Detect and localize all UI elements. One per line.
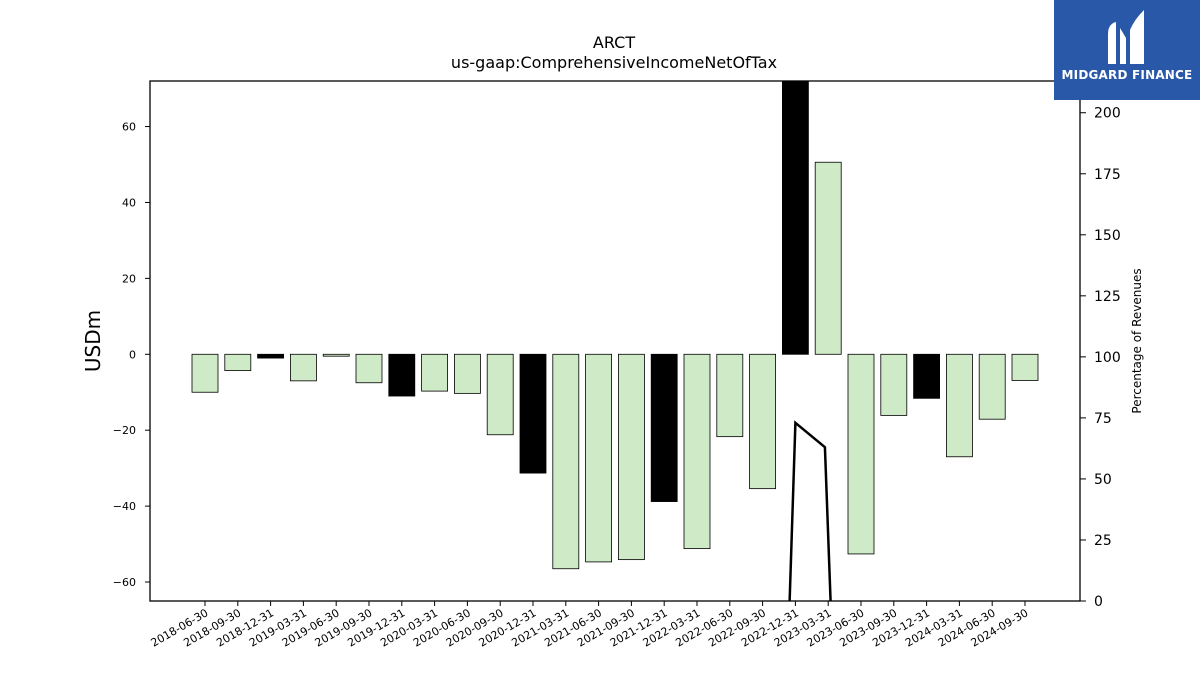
bars: [191, 81, 1039, 570]
bar: [191, 353, 219, 393]
bar: [388, 353, 416, 397]
y2-axis-label: Percentage of Revenues: [1130, 268, 1144, 413]
y-tick-label: 0: [129, 348, 136, 361]
y2-tick-label: 50: [1094, 472, 1112, 488]
y2-tick-label: 25: [1094, 533, 1112, 549]
bar: [650, 353, 678, 502]
bar: [847, 353, 875, 555]
bar: [355, 353, 383, 384]
bar: [749, 353, 776, 490]
y-tick-label: −40: [113, 500, 136, 513]
bar: [257, 353, 285, 359]
bar: [486, 353, 514, 436]
bar: [913, 353, 940, 399]
y2-tick-label: 0: [1094, 594, 1103, 610]
plot-frame: [149, 80, 1081, 602]
x-axis-ticks: 2018-06-302018-09-302018-12-312019-03-31…: [149, 601, 1031, 650]
chart-subtitle: us-gaap:ComprehensiveIncomeNetOfTax: [451, 53, 777, 72]
y2-tick-label: 125: [1094, 289, 1121, 305]
bar: [421, 353, 449, 392]
y2-tick-label: 100: [1094, 350, 1121, 366]
percentage-line: [788, 420, 832, 601]
y-tick-label: −20: [113, 424, 136, 437]
bar: [453, 353, 481, 394]
bar: [519, 353, 547, 474]
bar: [585, 353, 612, 563]
y-tick-label: 60: [122, 121, 136, 134]
y2-tick-label: 175: [1094, 167, 1121, 183]
y-tick-label: 40: [122, 196, 136, 209]
logo-text: MIDGARD FINANCE: [1061, 68, 1193, 82]
company-logo: MIDGARD FINANCE: [1054, 0, 1200, 100]
bar: [618, 353, 645, 561]
y-axis-label: USDm: [81, 310, 105, 372]
y-tick-label: 20: [122, 272, 136, 285]
chart-title: ARCT: [593, 33, 635, 52]
bar: [683, 353, 711, 550]
bar: [224, 353, 252, 372]
right-axis-ticks: 0 25 50 75 100 125 150 175 200: [1080, 106, 1121, 610]
bar: [880, 353, 908, 416]
y2-tick-label: 150: [1094, 228, 1121, 244]
series-line: [788, 420, 832, 601]
bar: [289, 353, 317, 382]
bar: [552, 353, 580, 570]
y2-tick-label: 200: [1094, 106, 1121, 122]
y2-tick-label: 75: [1094, 411, 1112, 427]
bar: [322, 353, 350, 357]
bar: [716, 353, 744, 438]
bar: [978, 353, 1006, 420]
bar: [814, 161, 842, 355]
bar: [1011, 353, 1039, 381]
bar: [782, 81, 809, 355]
left-axis-ticks: −60 −40 −20 0 20 40 60: [113, 121, 150, 589]
y-tick-label: −60: [113, 576, 136, 589]
bar: [946, 353, 973, 458]
logo-mark-icon: [1108, 10, 1144, 64]
